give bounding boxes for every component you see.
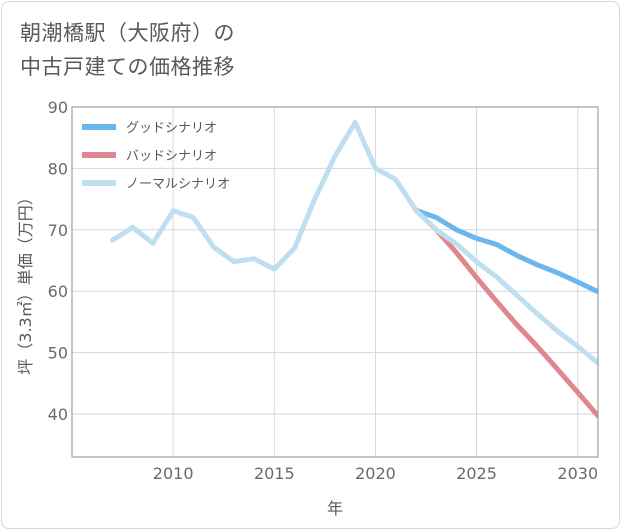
axis-ticks: 2010 2015 2020 2025 2030 40 50 60 70 80 90: [48, 98, 598, 483]
y-axis-title: 坪（3.3㎡）単価（万円）: [16, 189, 35, 374]
y-tick-label-60: 60: [48, 282, 68, 301]
y-tick-label-50: 50: [48, 344, 68, 363]
plot-frame: [71, 106, 599, 458]
title-line-2: 中古戸建ての価格推移: [20, 55, 235, 79]
y-tick-label-80: 80: [48, 159, 68, 178]
x-tick-label-2020: 2020: [355, 464, 396, 483]
legend-label-1: バッドシナリオ: [126, 149, 217, 164]
x-axis-title: 年: [327, 499, 343, 518]
x-tick-label-2025: 2025: [456, 464, 497, 483]
series-line-2: [110, 119, 598, 366]
x-tick-label-2015: 2015: [254, 464, 295, 483]
x-tick-label-2030: 2030: [557, 464, 598, 483]
series-line-1: [413, 207, 598, 419]
legend-label-2: ノーマルシナリオ: [126, 177, 230, 192]
chart-title: 朝潮橋駅（大阪府）の 中古戸建ての価格推移: [20, 16, 235, 84]
series-lines: [110, 119, 598, 419]
x-tick-label-2010: 2010: [153, 464, 194, 483]
title-line-1: 朝潮橋駅（大阪府）の: [20, 21, 235, 45]
y-tick-label-70: 70: [48, 221, 68, 240]
y-tick-label-40: 40: [48, 405, 68, 424]
legend-label-0: グッドシナリオ: [126, 121, 217, 136]
series-line-0: [413, 207, 598, 295]
y-tick-label-90: 90: [48, 98, 68, 117]
